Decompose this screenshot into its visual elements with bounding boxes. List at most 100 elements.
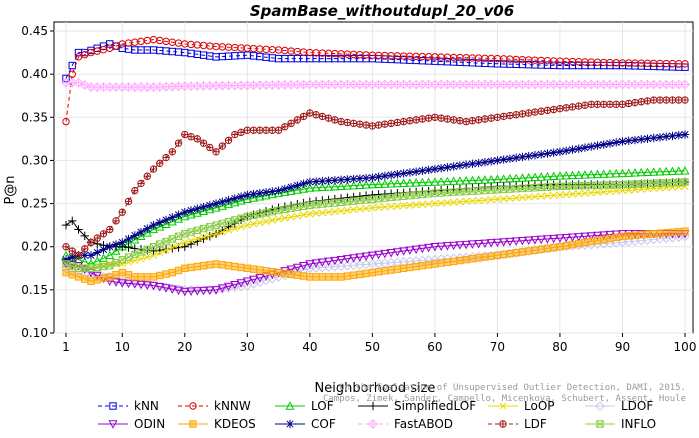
point-lof: [467, 175, 477, 185]
point-odin: [255, 274, 265, 283]
point-cof: [568, 145, 577, 154]
point-lof: [655, 167, 665, 176]
point-cof: [518, 152, 527, 162]
point-ldf: [418, 115, 427, 123]
point-loop: [543, 192, 551, 200]
point-ldf: [524, 109, 533, 117]
point-ldf: [74, 251, 83, 259]
y-tick-label: 0.40: [21, 67, 48, 81]
point-lof: [542, 171, 552, 181]
y-tick-label: 0.45: [21, 24, 48, 38]
point-kdeos: [231, 262, 239, 271]
legend-item-lof: LOF: [275, 399, 334, 413]
point-simplifiedlof: [61, 220, 71, 230]
point-fastabod: [79, 80, 90, 90]
point-inflo: [199, 224, 208, 233]
point-ldf: [424, 114, 433, 122]
x-tick-label: 1: [62, 340, 70, 354]
point-loop: [193, 235, 201, 243]
point-knnw: [74, 53, 83, 61]
point-lof: [561, 170, 571, 180]
point-lof: [455, 176, 465, 185]
point-loop: [268, 216, 276, 224]
point-cof: [86, 251, 96, 260]
point-ldf: [368, 122, 377, 130]
point-inflo: [681, 178, 689, 186]
point-loop: [281, 214, 289, 222]
point-cof: [593, 141, 602, 150]
point-cof: [274, 186, 283, 195]
point-loop: [568, 190, 577, 198]
point-fastabod: [680, 79, 690, 90]
point-inflo: [106, 261, 114, 270]
point-lof: [311, 182, 321, 192]
point-cof: [361, 173, 371, 183]
point-kdeos: [368, 268, 377, 277]
point-ldf: [437, 114, 445, 122]
point-ldf: [118, 208, 126, 216]
point-ldf: [349, 119, 358, 127]
point-kdeos: [499, 250, 508, 259]
point-lof: [417, 177, 427, 187]
point-loop: [575, 190, 583, 198]
point-inflo: [318, 200, 327, 208]
point-cof: [205, 201, 215, 210]
point-cof: [480, 157, 490, 167]
point-cof: [318, 176, 327, 186]
credit-line-2: Campos, Zimek, Sander, Campello, Micenko…: [323, 394, 686, 404]
point-kdeos: [406, 263, 414, 272]
point-loop: [181, 238, 189, 246]
point-loop: [450, 198, 458, 206]
point-lof: [599, 169, 609, 178]
point-cof: [386, 170, 396, 180]
point-loop: [518, 193, 526, 202]
x-tick-label: 80: [552, 340, 567, 354]
point-lof: [111, 246, 121, 255]
point-ldf: [537, 107, 545, 115]
point-lof: [105, 250, 115, 260]
point-lof: [605, 169, 615, 178]
point-kdeos: [106, 273, 114, 281]
point-loop: [481, 196, 489, 204]
point-kdeos: [99, 274, 108, 283]
point-loop: [618, 187, 627, 195]
point-kdeos: [399, 264, 408, 272]
point-lof: [342, 181, 352, 190]
point-kdeos: [331, 273, 339, 281]
point-kdeos: [625, 232, 633, 240]
point-odin: [486, 239, 496, 248]
point-ldf: [318, 112, 327, 121]
point-lof: [317, 182, 327, 192]
point-kdeos: [581, 238, 589, 247]
point-kdeos: [431, 260, 439, 268]
point-ldf: [218, 142, 227, 150]
point-odin: [592, 231, 603, 241]
point-cof: [411, 167, 421, 176]
point-cof: [305, 177, 315, 187]
point-odin: [117, 279, 127, 288]
point-inflo: [393, 193, 402, 201]
point-cof: [311, 177, 321, 186]
point-inflo: [268, 207, 277, 216]
point-cof: [199, 202, 208, 212]
point-kdeos: [318, 273, 327, 281]
axis-ticks: 0.10 0.15 0.20 0.25 0.30 0.35 0.40 0.45 1 10 20 30 4…: [21, 24, 696, 354]
point-kdeos: [137, 273, 145, 281]
point-loop: [300, 211, 308, 219]
point-inflo: [149, 243, 158, 251]
point-odin: [80, 265, 90, 274]
point-odin: [524, 236, 534, 246]
series-layer: [61, 35, 690, 297]
point-odin: [355, 253, 365, 262]
point-loop: [500, 195, 508, 203]
point-odin: [561, 233, 571, 243]
point-inflo: [243, 212, 252, 221]
point-lof: [567, 170, 577, 180]
point-odin: [580, 232, 590, 242]
point-loop: [362, 204, 370, 213]
point-lof: [361, 180, 371, 189]
point-lof: [399, 178, 409, 187]
point-ldf: [156, 159, 164, 167]
point-kdeos: [418, 261, 427, 270]
point-loop: [149, 251, 158, 259]
